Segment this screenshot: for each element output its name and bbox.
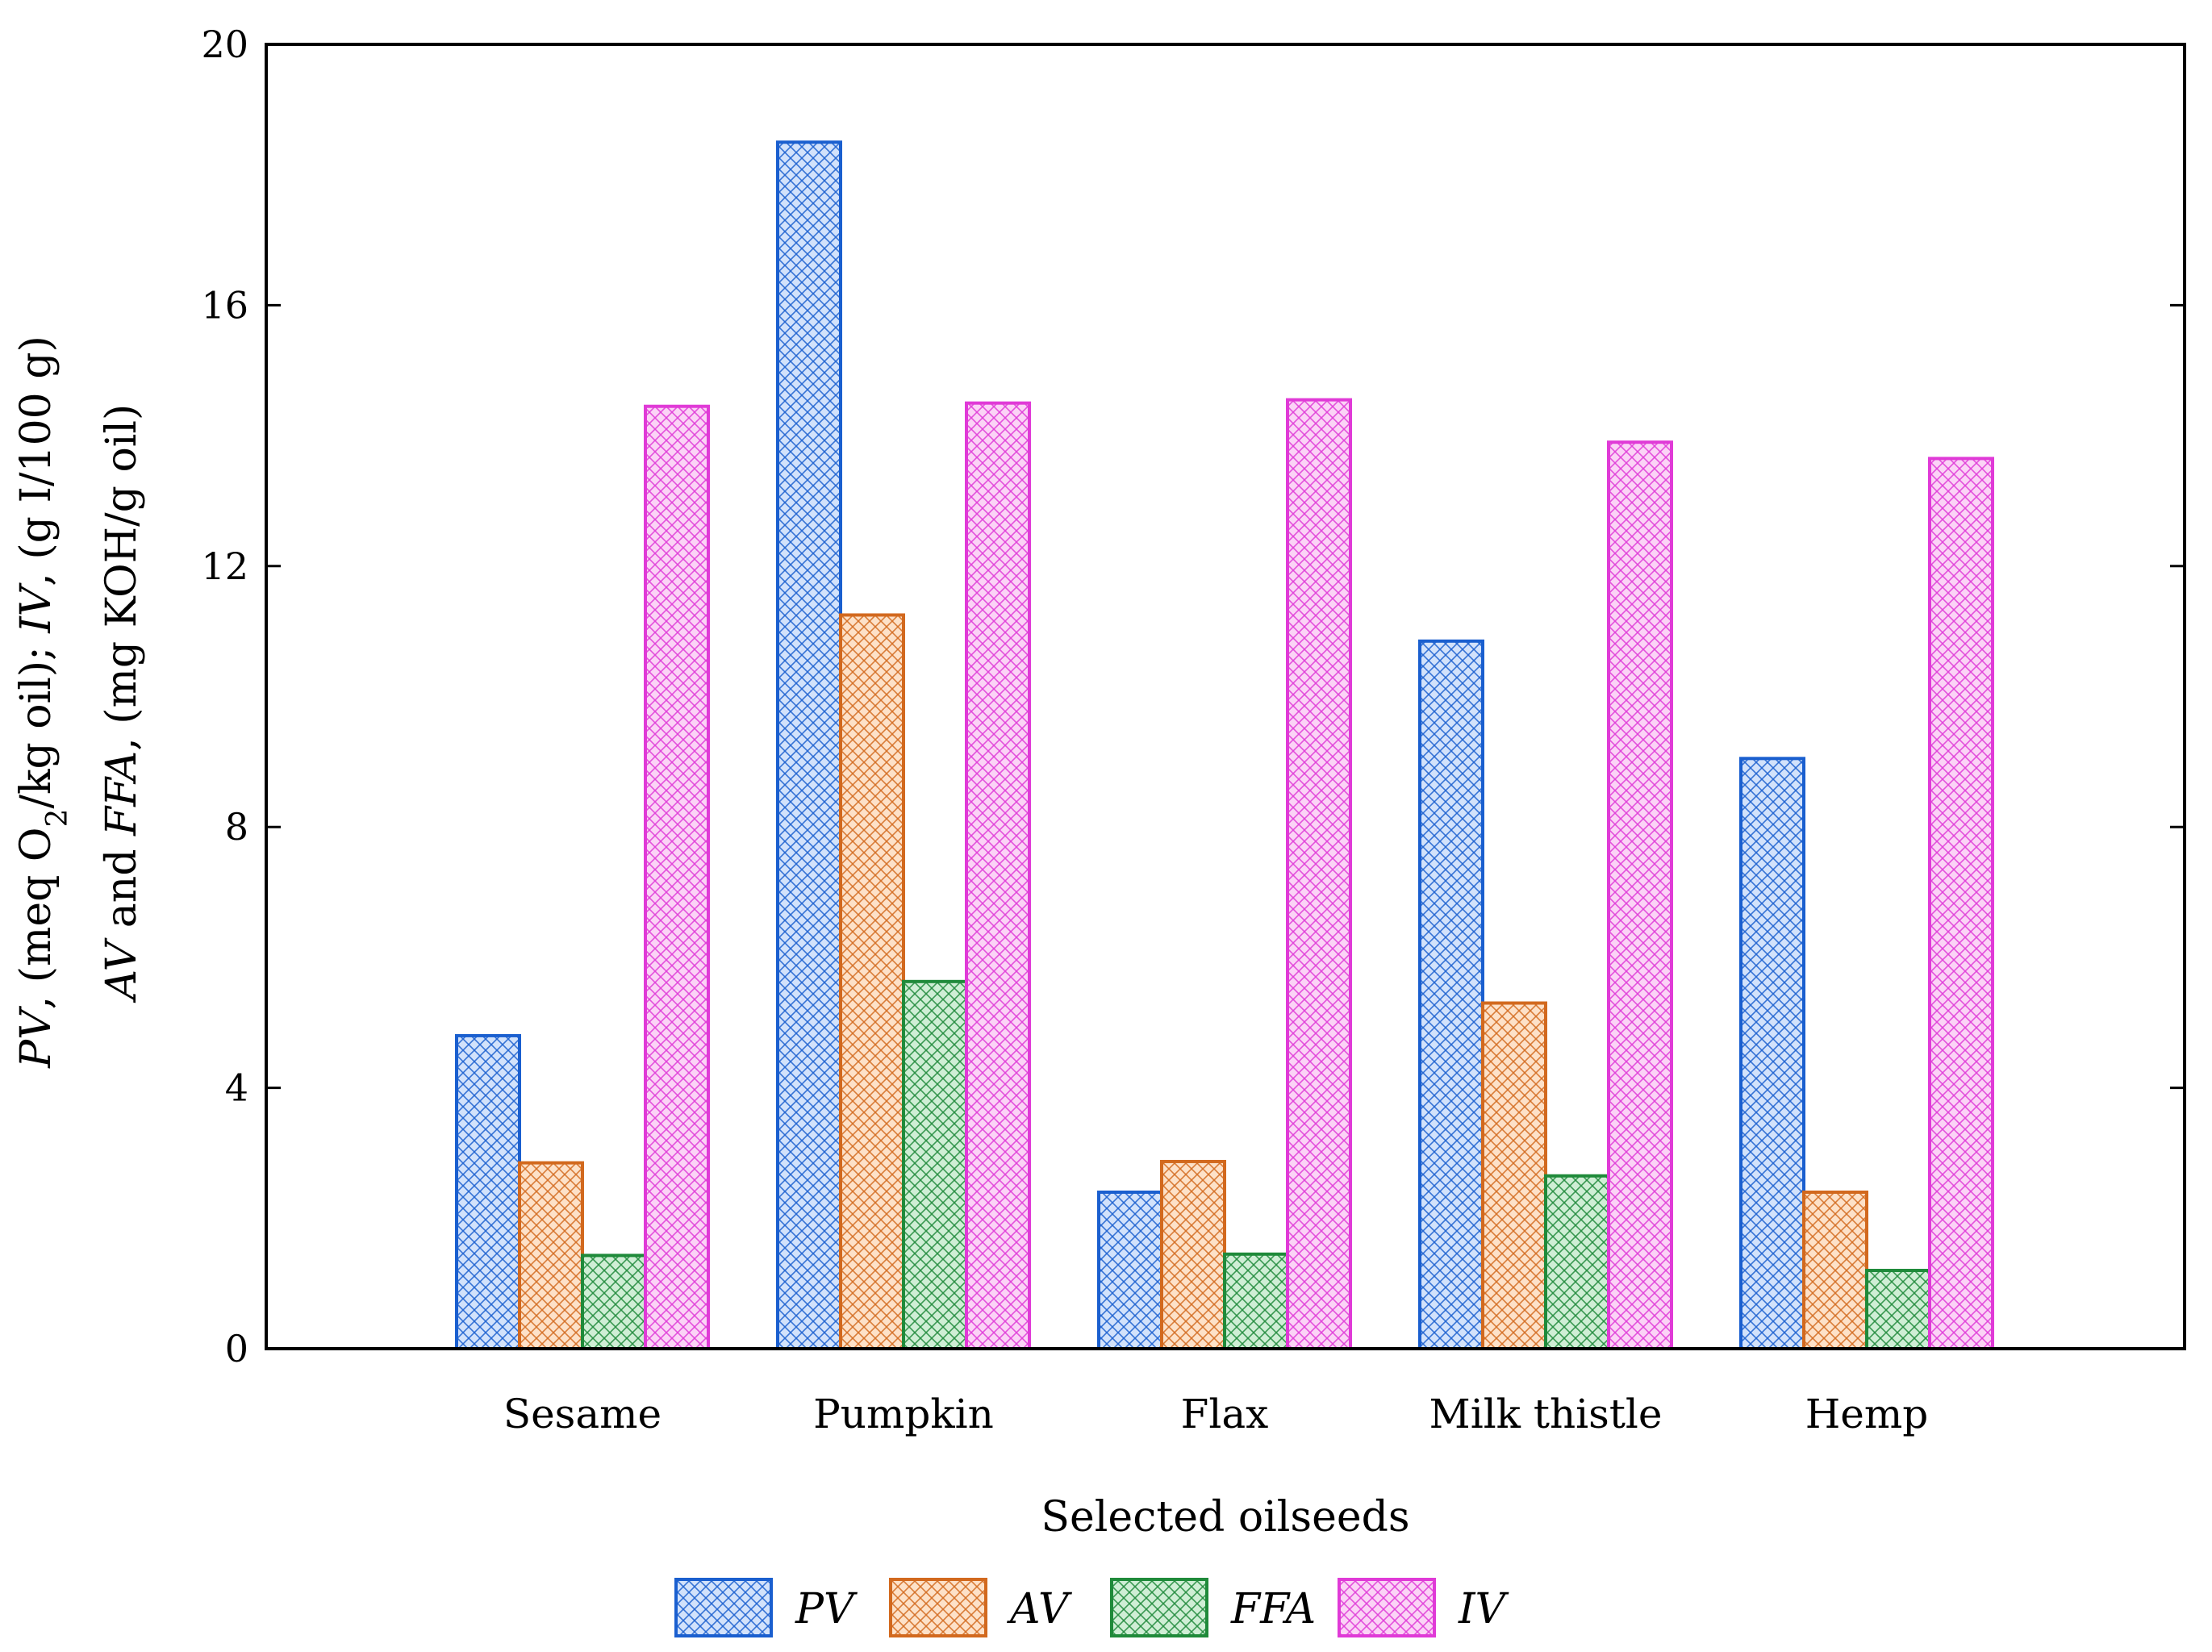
plot-area-frame bbox=[265, 43, 2186, 1350]
bar-pv-flax bbox=[1097, 1190, 1163, 1350]
y-axis-title: PV, (meq O2/kg oil); IV, (g I/100 g) AV a… bbox=[12, 336, 146, 1069]
legend-label-iv: IV bbox=[1458, 1585, 1509, 1633]
bar-iv-flax bbox=[1286, 398, 1352, 1351]
bar-ffa-milk-thistle bbox=[1544, 1174, 1610, 1351]
y-axis-ticks: 0 4 8 12 16 20 bbox=[201, 23, 2185, 1370]
y-tick-label: 20 bbox=[201, 23, 248, 66]
y-axis-title-line-2: AV and FFA, (mg KOH/g oil) bbox=[98, 404, 146, 1003]
y-tick-label: 16 bbox=[201, 283, 248, 327]
legend-swatch-iv bbox=[1338, 1578, 1436, 1637]
legend-swatch-ffa bbox=[1110, 1578, 1208, 1637]
legend-label-av: AV bbox=[1007, 1585, 1072, 1633]
legend-label-ffa: FFA bbox=[1230, 1585, 1316, 1633]
legend-label-pv: PV bbox=[795, 1585, 858, 1633]
legend: PV AV FFA IV bbox=[674, 1578, 1509, 1637]
bar-iv-milk-thistle bbox=[1607, 440, 1673, 1350]
y-tick-label: 0 bbox=[225, 1327, 248, 1370]
bar-iv-pumpkin bbox=[965, 401, 1031, 1350]
y-axis-title-line-1: PV, (meq O2/kg oil); IV, (g I/100 g) bbox=[12, 336, 74, 1069]
legend-swatch-pv bbox=[674, 1578, 773, 1637]
x-category-label: Flax bbox=[1181, 1391, 1269, 1437]
x-category-label: Pumpkin bbox=[813, 1391, 994, 1437]
x-category-label: Hemp bbox=[1805, 1391, 1929, 1437]
bar-iv-hemp bbox=[1928, 457, 1994, 1351]
x-category-label: Sesame bbox=[503, 1391, 662, 1437]
x-category-label: Milk thistle bbox=[1429, 1391, 1663, 1437]
bar-ffa-flax bbox=[1223, 1252, 1289, 1350]
x-axis-title: Selected oilseeds bbox=[1041, 1493, 1409, 1541]
y-tick-label: 12 bbox=[201, 544, 248, 588]
x-axis-category-labels: Sesame Pumpkin Flax Milk thistle Hemp bbox=[503, 1391, 1928, 1437]
bar-av-sesame bbox=[518, 1161, 584, 1351]
bar-iv-sesame bbox=[644, 404, 710, 1350]
y-tick-label: 4 bbox=[225, 1066, 248, 1110]
bars-layer bbox=[455, 140, 1994, 1351]
bar-pv-sesame bbox=[455, 1033, 521, 1351]
y-tick-label: 8 bbox=[225, 805, 248, 849]
legend-swatch-av bbox=[889, 1578, 987, 1637]
bar-ffa-sesame bbox=[581, 1254, 647, 1351]
bar-pv-pumpkin bbox=[776, 140, 842, 1350]
bar-av-pumpkin bbox=[839, 613, 905, 1350]
bar-av-flax bbox=[1160, 1159, 1226, 1350]
bar-pv-hemp bbox=[1739, 757, 1805, 1350]
bar-ffa-hemp bbox=[1865, 1268, 1931, 1350]
bar-av-hemp bbox=[1802, 1190, 1868, 1350]
bar-pv-milk-thistle bbox=[1418, 639, 1484, 1350]
bar-ffa-pumpkin bbox=[902, 979, 968, 1350]
bar-av-milk-thistle bbox=[1481, 1001, 1547, 1350]
